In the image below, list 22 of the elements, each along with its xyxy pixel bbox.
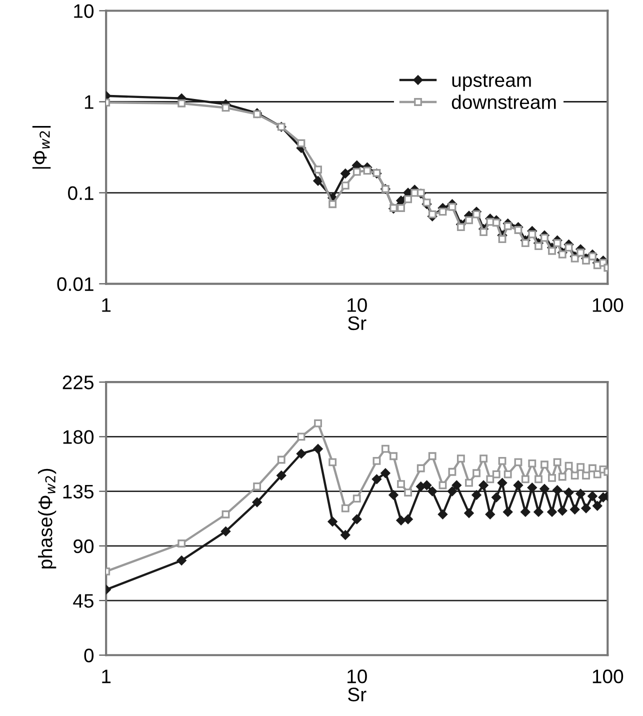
y-tick-label: 135 — [63, 484, 94, 499]
y-tick-label: 0.1 — [68, 186, 94, 200]
legend-label: upstream — [452, 74, 531, 91]
y-tick-label: 225 — [62, 376, 94, 390]
y-tick-label: 45 — [73, 594, 94, 608]
y-tick-label: 10 — [74, 4, 94, 18]
y-tick-label: 90 — [74, 539, 94, 554]
legend-label: downstream — [452, 94, 556, 110]
y-tick-label: 1 — [84, 95, 94, 109]
y-tick-label: 180 — [63, 430, 94, 444]
y-axis-title: |Φ$_{w2}$| — [32, 126, 51, 169]
y-tick-label: 0 — [84, 648, 94, 662]
x-tick-label: 1 — [102, 670, 111, 684]
y-tick-label: 0.01 — [57, 277, 94, 292]
x-tick-label: 100 — [592, 298, 624, 312]
x-axis-title: Sr — [348, 688, 366, 702]
x-tick-label: 100 — [592, 670, 624, 684]
x-tick-label: 1 — [102, 298, 111, 312]
y-axis-title: phase(Φ$_{w2}$) — [38, 468, 56, 568]
x-tick-label: 10 — [348, 298, 367, 312]
x-tick-label: 10 — [348, 670, 367, 684]
x-axis-title: Sr — [348, 316, 366, 330]
